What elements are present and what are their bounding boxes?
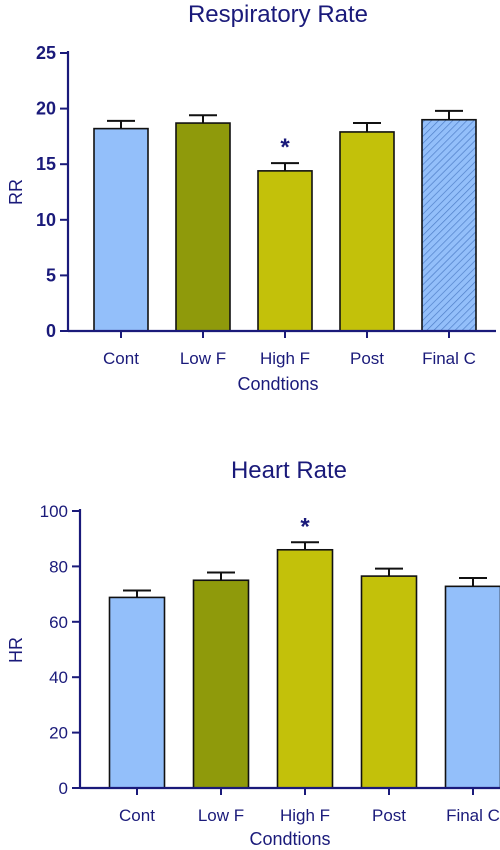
- x-axis-label: Condtions: [237, 374, 318, 394]
- x-tick-label: High F: [260, 349, 310, 368]
- bar-high-f: [276, 548, 334, 789]
- x-tick-label: Final C: [446, 806, 500, 825]
- chart-title: Respiratory Rate: [188, 1, 368, 28]
- y-tick-label: 100: [40, 502, 68, 521]
- bar-low-f: [192, 579, 250, 789]
- x-tick-label: Post: [350, 349, 384, 368]
- bar-final-c: [444, 585, 500, 789]
- y-tick-label: 80: [49, 557, 68, 576]
- y-tick-label: 60: [49, 613, 68, 632]
- x-axis-label: Condtions: [249, 829, 330, 849]
- bar-post: [339, 131, 395, 332]
- respiratory-rate-chart: Respiratory Rate RR Condtions Cont Low F H…: [6, 1, 496, 394]
- bar-high-f: [257, 170, 313, 332]
- y-tick-label: 20: [49, 724, 68, 743]
- y-tick-label: 0: [46, 321, 56, 341]
- bar-low-f: [175, 122, 231, 332]
- significance-marker: *: [300, 513, 310, 540]
- x-tick-label: Low F: [198, 806, 244, 825]
- bar-post: [360, 575, 418, 789]
- x-tick-label: Post: [372, 806, 406, 825]
- y-tick-label: 0: [59, 779, 68, 798]
- x-tick-label: Cont: [119, 806, 155, 825]
- chart-title: Heart Rate: [231, 457, 347, 484]
- significance-marker: *: [280, 134, 290, 161]
- y-tick-label: 20: [36, 99, 56, 119]
- x-tick-label: Final C: [422, 349, 476, 368]
- bar-cont: [108, 596, 166, 789]
- y-axis-label: RR: [6, 179, 26, 205]
- bar-final-c: [421, 118, 477, 332]
- x-tick-label: Low F: [180, 349, 226, 368]
- y-axis-label: HR: [6, 637, 26, 663]
- chart-marks: Cont Low F High F * Post Final C 0 20 40 60 80 100: [40, 502, 500, 825]
- y-tick-label: 5: [46, 265, 56, 285]
- x-tick-label: Cont: [103, 349, 139, 368]
- heart-rate-chart: Heart Rate HR Condtions Cont Low F High F *…: [6, 457, 500, 849]
- y-tick-label: 15: [36, 154, 56, 174]
- y-tick-label: 25: [36, 43, 56, 63]
- y-tick-label: 40: [49, 668, 68, 687]
- chart-marks: Cont Low F High F * Post Final C 0 5 10 15 20 25: [36, 43, 496, 368]
- y-tick-label: 10: [36, 210, 56, 230]
- bar-cont: [93, 127, 149, 332]
- x-tick-label: High F: [280, 806, 330, 825]
